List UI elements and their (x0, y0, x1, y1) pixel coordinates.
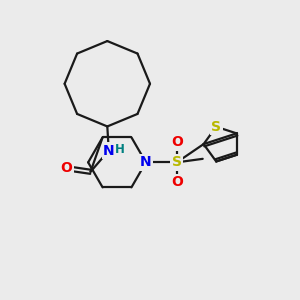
Text: O: O (171, 176, 183, 189)
Text: O: O (60, 161, 72, 175)
Text: O: O (171, 135, 183, 149)
Text: H: H (115, 142, 125, 156)
Text: S: S (172, 155, 182, 170)
Text: S: S (211, 120, 221, 134)
Text: N: N (140, 155, 152, 170)
Text: N: N (103, 144, 115, 158)
